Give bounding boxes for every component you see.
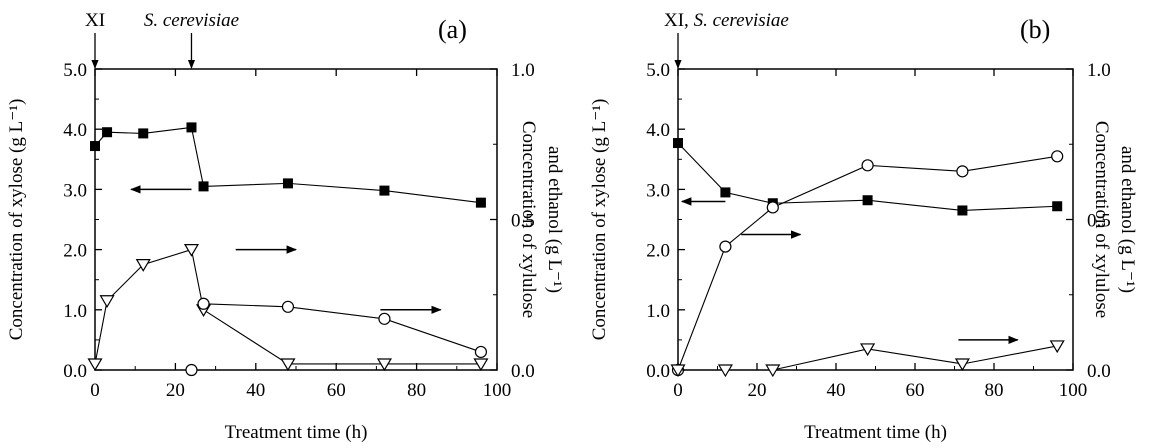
y-left-tick-label: 5.0 [646, 60, 670, 81]
y-left-axis-title: Concentration of xylose (g L⁻¹) [6, 99, 27, 341]
plot-frame [677, 68, 1074, 371]
data-point-triangle [860, 343, 876, 357]
data-point-square [102, 127, 113, 138]
chart-panel-b: 0 20 40 60 80 1000.01.02.03.04.05.00.00.51.0T… [589, 10, 1138, 443]
y-right-axis-title-line2: and ethanol (g L⁻¹) [544, 146, 565, 293]
x-tick-label: 100 [1059, 380, 1088, 401]
data-point-square [282, 178, 293, 189]
annotation-label: XI, S. cerevisiae [664, 10, 789, 31]
y-right-tick-label: 0.0 [511, 361, 535, 382]
x-tick-label: 100 [483, 380, 512, 401]
data-point-circle [766, 201, 779, 214]
data-point-circle [378, 312, 391, 325]
y-right-tick-label: 0.0 [1087, 361, 1111, 382]
data-point-triangle [473, 358, 489, 372]
x-tick-label: 20 [748, 380, 767, 401]
data-point-triangle [99, 295, 115, 308]
data-point-square [379, 185, 390, 196]
y-left-tick-label: 1.0 [63, 301, 87, 322]
y-left-tick-label: 3.0 [646, 180, 670, 201]
panel-label: (b) [1020, 15, 1050, 44]
data-point-triangle [87, 358, 103, 372]
series-line [677, 142, 1058, 212]
data-point-triangle [183, 244, 200, 257]
data-point-square [720, 187, 731, 198]
y-left-tick-label: 0.0 [63, 361, 87, 382]
x-tick-label: 60 [906, 380, 925, 401]
series-line [678, 345, 1058, 371]
data-point-triangle [280, 358, 296, 372]
x-axis-title: Treatment time (h) [225, 422, 368, 443]
data-point-circle [861, 159, 874, 172]
data-point-square [475, 197, 486, 208]
x-tick-label: 0 [673, 380, 683, 401]
plot-frame [94, 68, 498, 371]
y-right-axis-title-line1: Concentration of xylulose [1091, 121, 1112, 318]
y-right-tick-label: 1.0 [1087, 60, 1111, 81]
data-point-circle [185, 363, 198, 377]
x-tick-label: 20 [166, 380, 185, 401]
y-left-tick-label: 2.0 [63, 241, 87, 262]
data-point-triangle [1049, 340, 1065, 354]
data-point-triangle [376, 358, 392, 372]
data-point-circle [474, 345, 488, 359]
y-right-tick-label: 0.5 [511, 211, 535, 232]
data-point-square [90, 141, 100, 152]
data-point-circle [956, 165, 969, 178]
data-point-triangle [717, 364, 733, 378]
data-point-square [138, 128, 149, 139]
x-tick-label: 40 [827, 380, 846, 401]
x-axis-title: Treatment time (h) [804, 422, 947, 443]
y-left-tick-label: 3.0 [63, 180, 87, 201]
y-left-tick-label: 1.0 [646, 301, 670, 322]
y-left-tick-label: 2.0 [646, 241, 670, 262]
data-point-square [862, 195, 873, 206]
data-point-triangle [954, 358, 970, 372]
chart-panel-a: 0 20 40 60 80 1000.01.02.03.04.05.00.00.51.0T… [6, 10, 565, 443]
data-point-circle [281, 300, 295, 313]
y-right-tick-label: 0.5 [1087, 211, 1111, 232]
data-point-square [957, 205, 968, 216]
data-point-square [1052, 201, 1063, 212]
x-tick-label: 0 [90, 380, 100, 401]
data-point-square [673, 138, 683, 149]
series-line [94, 248, 481, 365]
x-tick-label: 60 [327, 380, 346, 401]
series-line [94, 126, 481, 204]
data-point-square [198, 181, 209, 192]
panel-label: (a) [438, 15, 467, 44]
x-tick-label: 80 [407, 380, 426, 401]
data-point-circle [719, 240, 732, 253]
y-left-tick-label: 5.0 [63, 60, 87, 81]
data-point-circle [1051, 150, 1064, 163]
annotation-label: S. cerevisiae [144, 10, 239, 31]
data-point-triangle [670, 364, 686, 378]
data-point-square [186, 122, 197, 133]
x-tick-label: 40 [246, 380, 265, 401]
x-tick-label: 80 [985, 380, 1004, 401]
y-left-tick-label: 4.0 [63, 120, 87, 141]
data-point-triangle [135, 259, 151, 272]
series-line [677, 155, 1058, 371]
y-left-tick-label: 4.0 [646, 120, 670, 141]
y-right-tick-label: 1.0 [511, 60, 535, 81]
series-line [203, 303, 482, 353]
data-point-circle [197, 297, 210, 310]
y-right-axis-title-line1: Concentration of xylulose [518, 121, 539, 318]
y-left-tick-label: 0.0 [646, 361, 670, 382]
data-point-triangle [765, 364, 781, 378]
y-right-axis-title-line2: and ethanol (g L⁻¹) [1117, 146, 1138, 293]
annotation-label: XI [85, 10, 105, 31]
y-left-axis-title: Concentration of xylose (g L⁻¹) [589, 99, 610, 341]
